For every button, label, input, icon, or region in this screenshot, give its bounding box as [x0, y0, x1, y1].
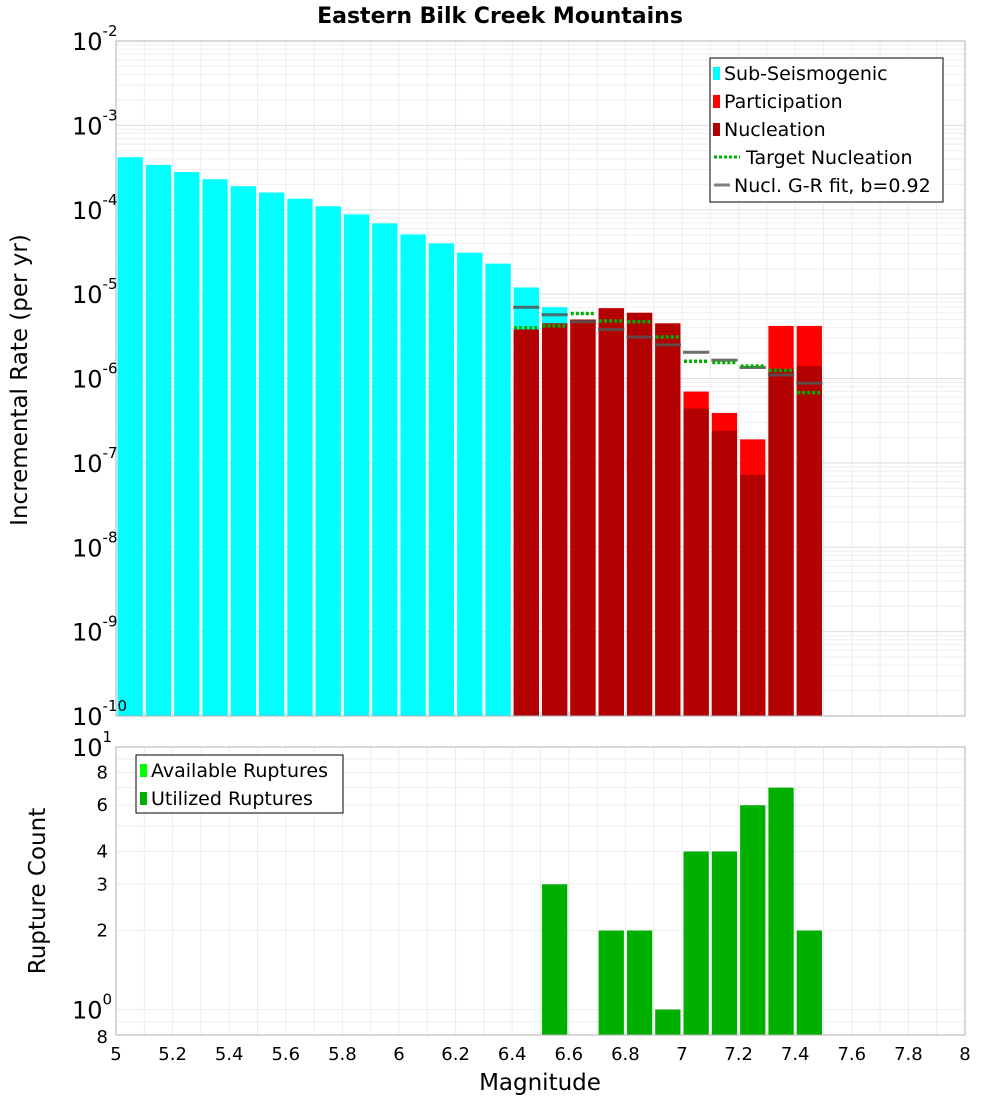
- count-y-tick-label: 2: [97, 921, 108, 942]
- magnitude-tick-label: 6.6: [554, 1044, 583, 1065]
- legend-label-utilized: Utilized Ruptures: [151, 788, 313, 810]
- rate-y-tick-label: 10-4: [72, 191, 118, 225]
- rate-chart-panel: Eastern Bilk Creek Mountains Incremental…: [7, 4, 966, 731]
- rate-bars: [117, 157, 822, 717]
- magnitude-tick-label: 7.4: [781, 1044, 810, 1065]
- rate-gridlines: [115, 41, 966, 717]
- rate-legend-box: [709, 57, 944, 203]
- magnitude-tick-label: 6.2: [441, 1044, 470, 1065]
- count-y-decade-label: 100: [72, 991, 112, 1025]
- sub-seismogenic-bar: [457, 252, 483, 716]
- sub-seismogenic-bar: [400, 234, 426, 716]
- rate-y-tick-label: 10-5: [72, 275, 118, 309]
- sub-seismogenic-bar: [428, 243, 455, 717]
- sub-seismogenic-bar: [343, 214, 370, 717]
- magnitude-tick-label: 5.4: [215, 1044, 244, 1065]
- sub-seismogenic-bar: [287, 198, 313, 717]
- magnitude-tick-label: 6: [393, 1044, 404, 1065]
- utilized-ruptures-bar: [598, 930, 624, 1035]
- count-legend: Available Ruptures Utilized Ruptures: [135, 754, 344, 814]
- utilized-ruptures-bar: [711, 851, 738, 1035]
- count-y-tick-label: 8: [97, 1027, 108, 1048]
- rate-y-tick-label: 10-9: [72, 613, 118, 647]
- magnitude-tick-label: 6.4: [498, 1044, 527, 1065]
- count-legend-box: [135, 754, 344, 814]
- nucleation-bar: [768, 368, 794, 716]
- utilized-ruptures-bar: [626, 930, 653, 1035]
- rate-legend: Sub-Seismogenic Participation Nucleation…: [709, 57, 944, 203]
- chart-title: Eastern Bilk Creek Mountains: [317, 4, 683, 29]
- utilized-ruptures-bar: [542, 884, 568, 1035]
- sub-seismogenic-bar: [259, 192, 285, 717]
- utilized-ruptures-bar: [683, 851, 709, 1035]
- sub-seismogenic-bar: [372, 223, 398, 716]
- count-y-decade-label: 101: [72, 728, 112, 762]
- magnitude-x-ticks: 5 5.2 5.4 5.6 5.8 6 6.2 6.4 6.6 6.8 7 7.2 7.4 7.6 7.8 8: [110, 1044, 970, 1065]
- nucleation-bar: [683, 408, 709, 716]
- rate-y-tick-label: 10-8: [72, 528, 118, 562]
- count-y-axis-label: Rupture Count: [25, 808, 51, 974]
- count-y-tick-label: 6: [97, 795, 108, 816]
- magnitude-tick-label: 5.6: [271, 1044, 300, 1065]
- rate-y-tick-label: 10-7: [72, 444, 118, 478]
- sub-seismogenic-bar: [230, 186, 256, 716]
- legend-label-sub-seismogenic: Sub-Seismogenic: [724, 63, 888, 85]
- rate-line-marks: [513, 305, 823, 395]
- magnitude-tick-label: 6.8: [611, 1044, 640, 1065]
- legend-swatch-sub-seismogenic: [713, 67, 720, 80]
- legend-label-nucleation: Nucleation: [724, 119, 826, 141]
- count-y-tick-label: 3: [97, 874, 108, 895]
- count-y-tick-label: 4: [97, 841, 108, 862]
- nucleation-bar: [796, 366, 822, 716]
- magnitude-tick-label: 7.6: [837, 1044, 866, 1065]
- sub-seismogenic-bar: [485, 263, 511, 716]
- sub-seismogenic-bar: [202, 179, 228, 716]
- rate-y-axis-label: Incremental Rate (per yr): [7, 234, 33, 526]
- utilized-ruptures-bar: [740, 805, 766, 1035]
- nucleation-bar: [711, 430, 738, 716]
- magnitude-tick-label: 7: [676, 1044, 687, 1065]
- magnitude-tick-label: 8: [959, 1044, 970, 1065]
- magnitude-axis-label: Magnitude: [479, 1070, 601, 1096]
- nucleation-bar: [513, 329, 539, 716]
- magnitude-tick-label: 5.2: [158, 1044, 187, 1065]
- rate-plot-frame: [115, 40, 966, 717]
- sub-seismogenic-bar: [145, 164, 172, 716]
- magnitude-tick-label: 5.8: [328, 1044, 357, 1065]
- magnitude-tick-label: 7.2: [724, 1044, 753, 1065]
- rate-y-tick-label: 10-6: [72, 360, 118, 394]
- count-plot-frame: [115, 746, 966, 1036]
- legend-swatch-available: [140, 764, 147, 777]
- rate-y-tick-label: 10-3: [72, 106, 118, 140]
- magnitude-tick-label: 7.8: [894, 1044, 923, 1065]
- nucleation-bar: [598, 308, 624, 716]
- nucleation-bar: [655, 323, 681, 716]
- sub-seismogenic-bar: [117, 157, 143, 717]
- sub-seismogenic-bar: [174, 172, 200, 716]
- nucleation-bar: [570, 319, 596, 716]
- utilized-ruptures-bar: [655, 1009, 681, 1035]
- magnitude-tick-label: 5: [110, 1044, 121, 1065]
- legend-swatch-utilized: [140, 792, 147, 805]
- count-y-tick-label: 8: [97, 762, 108, 783]
- nucleation-bar: [740, 474, 766, 716]
- rate-y-ticks: 10-10 10-9 10-8 10-7 10-6 10-5 10-4 10-3 10-2: [72, 22, 127, 731]
- legend-label-gr-fit: Nucl. G-R fit, b=0.92: [734, 175, 931, 197]
- legend-label-available: Available Ruptures: [151, 760, 328, 782]
- legend-label-participation: Participation: [724, 91, 843, 113]
- nucleation-bar: [542, 323, 568, 716]
- rate-y-tick-label: 10-10: [72, 697, 127, 731]
- nucleation-bar: [626, 312, 653, 716]
- rate-y-tick-label: 10-2: [72, 22, 118, 56]
- utilized-ruptures-bar: [796, 930, 822, 1035]
- utilized-ruptures-bar: [768, 787, 794, 1035]
- legend-label-target-nucleation: Target Nucleation: [745, 147, 913, 169]
- legend-swatch-nucleation: [713, 123, 720, 136]
- count-bars: [542, 787, 822, 1035]
- legend-swatch-participation: [713, 95, 720, 108]
- sub-seismogenic-bar: [315, 206, 341, 716]
